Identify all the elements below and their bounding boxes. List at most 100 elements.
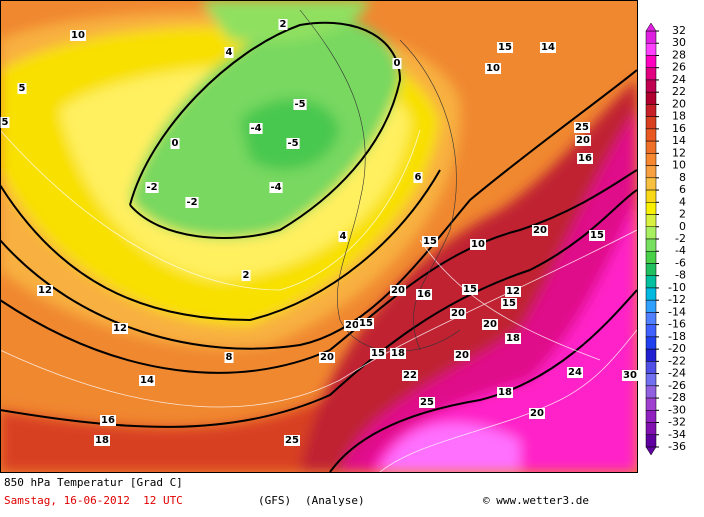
contour-label-bg (224, 352, 234, 363)
contour-label: 5 (2, 117, 9, 128)
colorbar-label: -32 (668, 416, 686, 429)
colorbar-segment (645, 263, 657, 276)
colorbar-segment (645, 385, 657, 399)
colorbar-segment (645, 361, 657, 374)
colorbar-label: 10 (672, 159, 686, 172)
contour-label: -4 (270, 182, 281, 193)
contour-label-bg (589, 230, 605, 241)
colorbar-segment (645, 214, 657, 228)
colorbar-label: -18 (668, 330, 686, 343)
contour-label-bg (390, 285, 406, 296)
contour-label-bg (185, 197, 199, 208)
contour-label-bg (370, 348, 386, 359)
contour-label: 10 (71, 30, 85, 41)
contour-label: 20 (391, 285, 405, 296)
contour-label: 20 (483, 319, 497, 330)
contour-label: -2 (186, 197, 197, 208)
colorbar-label: 18 (672, 110, 686, 123)
colorbar-segment (645, 410, 657, 423)
contour-label: 15 (423, 236, 437, 247)
contour-label-bg (450, 308, 466, 319)
colorbar-segment (645, 226, 657, 240)
colorbar-arrow-top (645, 22, 657, 32)
colorbar-label: -12 (668, 293, 686, 306)
contour-label: 20 (345, 320, 359, 331)
colorbar-label: -34 (668, 428, 686, 441)
run-type: (Analyse) (305, 494, 365, 507)
contour-label: 24 (568, 367, 582, 378)
contour-label-bg (485, 63, 501, 74)
contour-label: 18 (498, 387, 512, 398)
contour-label: 4 (226, 47, 233, 58)
colorbar-segment (645, 373, 657, 387)
colorbar-segment (645, 67, 657, 81)
contour-label-bg (319, 352, 335, 363)
colorbar-label: 6 (679, 183, 686, 196)
contour-label-bg (100, 415, 116, 426)
colorbar-label: -36 (668, 440, 686, 453)
colorbar-segment (645, 189, 657, 203)
colorbar-label: 14 (672, 134, 686, 147)
colorbar-segment (645, 79, 657, 93)
contour-label-bg (462, 284, 478, 295)
colorbar-label: 20 (672, 97, 686, 110)
contour-label: 20 (320, 352, 334, 363)
contour-label-bg (567, 367, 583, 378)
contour-label-bg (17, 83, 27, 94)
colorbar-label: -6 (675, 256, 686, 269)
contour-label: 4 (340, 231, 347, 242)
map (0, 0, 637, 472)
colorbar-segment (645, 104, 657, 117)
contour-label: 12 (506, 286, 520, 297)
model: (GFS) (258, 494, 291, 507)
contour-label-bg (94, 435, 110, 446)
contour-label: 20 (576, 135, 590, 146)
colorbar-label: -14 (668, 305, 686, 318)
contour-label: 15 (359, 318, 373, 329)
contour-label-bg (470, 239, 486, 250)
contour-label: 8 (226, 352, 233, 363)
colorbar-arrow-bottom (645, 446, 657, 456)
contour-label-bg (390, 348, 406, 359)
contour-label-bg (0, 117, 10, 128)
colorbar-label: -8 (675, 269, 686, 282)
contour-label: 18 (506, 333, 520, 344)
contour-label-bg (416, 289, 432, 300)
colorbar-label: -30 (668, 403, 686, 416)
colorbar-segment (645, 202, 657, 215)
contour-label-bg (575, 135, 591, 146)
colorbar-segment (645, 116, 657, 130)
contour-label: 16 (578, 153, 592, 164)
contour-label-bg (344, 320, 360, 331)
contour-label: 2 (280, 19, 287, 30)
colorbar-segment (645, 128, 657, 142)
contour-label-bg (532, 225, 548, 236)
colorbar-label: -4 (675, 244, 686, 257)
contour-label-bg (293, 99, 307, 110)
colorbar-label: -24 (668, 367, 686, 380)
contour-label-bg (505, 286, 521, 297)
contour-label: 20 (533, 225, 547, 236)
contour-label: 25 (575, 122, 589, 133)
colorbar-label: 2 (679, 208, 686, 221)
colorbar-label: 30 (672, 36, 686, 49)
colorbar-label: 16 (672, 122, 686, 135)
contour-label-bg (37, 285, 53, 296)
contour-label: 6 (415, 172, 422, 183)
colorbar-label: 24 (672, 73, 686, 86)
contour-label: 12 (38, 285, 52, 296)
colorbar-label: -10 (668, 281, 686, 294)
colorbar-label: 22 (672, 85, 686, 98)
contour-label: 20 (455, 350, 469, 361)
contour-label-bg (402, 370, 418, 381)
colorbar-segment (645, 250, 657, 264)
contour-label-bg (278, 19, 288, 30)
colorbar-label: 0 (679, 220, 686, 233)
contour-label-bg (170, 138, 180, 149)
contour-label-bg (482, 319, 498, 330)
contour-label: 14 (541, 42, 555, 53)
map-frame (0, 0, 638, 473)
contour-label-bg (419, 397, 435, 408)
contour-label-bg (286, 138, 300, 149)
contour-label-bg (139, 375, 155, 386)
